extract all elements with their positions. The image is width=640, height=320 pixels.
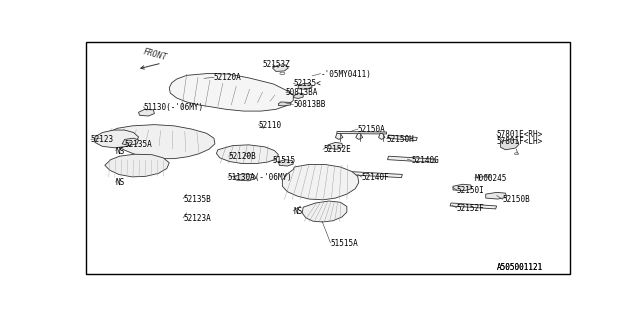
Polygon shape: [282, 164, 359, 200]
Polygon shape: [293, 93, 303, 99]
Polygon shape: [379, 133, 385, 140]
Text: 52140F: 52140F: [362, 173, 390, 182]
Text: 52120A: 52120A: [214, 73, 242, 82]
Text: NS: NS: [116, 178, 125, 187]
Polygon shape: [216, 145, 278, 164]
Polygon shape: [356, 133, 363, 140]
Polygon shape: [500, 139, 519, 150]
Polygon shape: [122, 138, 138, 145]
Polygon shape: [234, 174, 256, 181]
Text: 50813BA: 50813BA: [286, 88, 318, 97]
Text: A505001121: A505001121: [497, 262, 543, 272]
Text: 51130(-'06MY): 51130(-'06MY): [143, 103, 204, 112]
Text: 51515A: 51515A: [330, 239, 358, 248]
Text: 52150H: 52150H: [387, 135, 414, 144]
Text: 52150B: 52150B: [502, 195, 531, 204]
Polygon shape: [298, 83, 312, 89]
Polygon shape: [105, 154, 169, 177]
Text: 57801F<LH>: 57801F<LH>: [497, 137, 543, 146]
Text: 52140G: 52140G: [412, 156, 439, 165]
Text: 52110: 52110: [259, 121, 282, 130]
Polygon shape: [388, 156, 436, 163]
Polygon shape: [278, 160, 293, 166]
Polygon shape: [347, 172, 403, 178]
Polygon shape: [278, 102, 291, 106]
Text: -'05MY0411): -'05MY0411): [321, 70, 371, 79]
Text: M000245: M000245: [475, 174, 507, 183]
Text: A505001121: A505001121: [497, 262, 543, 272]
Text: 52135A: 52135A: [125, 140, 152, 149]
Text: 50813BB: 50813BB: [293, 100, 326, 109]
Polygon shape: [453, 184, 472, 191]
Text: 52152E: 52152E: [323, 145, 351, 154]
Polygon shape: [138, 109, 154, 116]
Polygon shape: [486, 192, 507, 199]
Text: FRONT: FRONT: [142, 47, 168, 62]
Polygon shape: [105, 124, 215, 159]
Polygon shape: [388, 135, 417, 141]
Polygon shape: [302, 201, 347, 222]
Polygon shape: [335, 133, 343, 140]
Text: 52152F: 52152F: [457, 204, 484, 213]
Polygon shape: [273, 65, 288, 71]
Text: 52123: 52123: [91, 135, 114, 144]
Text: 52123A: 52123A: [183, 214, 211, 223]
Text: 52150I: 52150I: [457, 186, 484, 195]
Text: 52135<: 52135<: [293, 79, 321, 89]
Polygon shape: [169, 73, 293, 111]
Text: 51130A(-'06MY): 51130A(-'06MY): [228, 173, 292, 182]
Text: 52150A: 52150A: [358, 125, 385, 134]
Text: NS: NS: [116, 147, 125, 156]
Polygon shape: [328, 142, 343, 149]
Polygon shape: [337, 132, 387, 134]
Text: 52153Z: 52153Z: [262, 60, 291, 69]
Text: NS: NS: [293, 207, 303, 216]
Text: 51515: 51515: [273, 156, 296, 165]
Polygon shape: [450, 203, 497, 209]
Text: 57801E<RH>: 57801E<RH>: [497, 131, 543, 140]
Text: 52135B: 52135B: [183, 195, 211, 204]
Polygon shape: [95, 130, 138, 148]
Text: 52120B: 52120B: [229, 152, 257, 161]
